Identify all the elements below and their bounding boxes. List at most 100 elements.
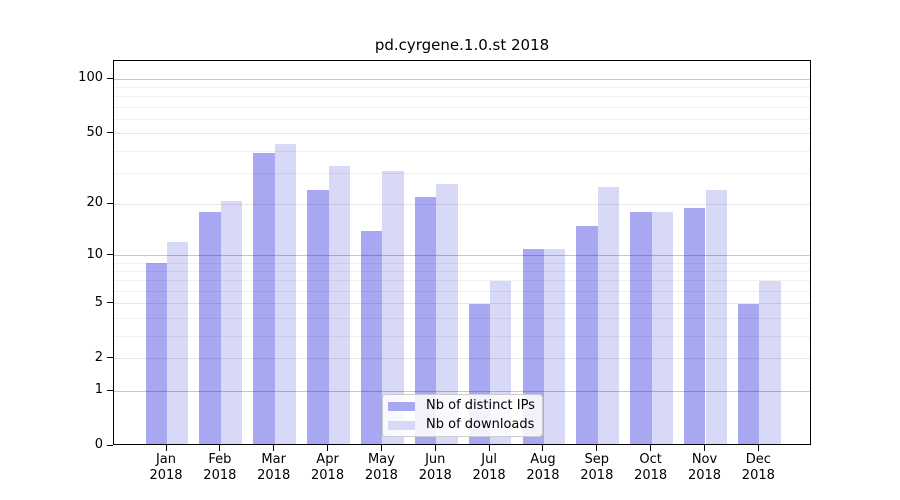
x-tick-label: Jun 2018 [404, 452, 466, 484]
bar-jun-ips [414, 197, 437, 444]
x-tick-label: Nov 2018 [674, 452, 736, 484]
gridline [114, 262, 810, 264]
x-tick-label: Feb 2018 [189, 452, 251, 484]
bar-jan-downloads [167, 242, 189, 444]
x-tick-label: Aug 2018 [512, 452, 574, 484]
x-tick-month: Jun [425, 452, 446, 467]
x-tick-year: 2018 [149, 468, 183, 483]
bar-mar-downloads [274, 143, 297, 444]
y-tick-mark [107, 132, 113, 134]
y-tick-label: 0 [94, 437, 103, 453]
x-tick-year: 2018 [364, 468, 398, 483]
bar-feb-ips [199, 212, 221, 444]
x-tick-mark [273, 445, 275, 451]
x-tick-mark [434, 445, 436, 451]
y-tick-label: 5 [94, 294, 103, 310]
y-tick-label: 20 [86, 195, 103, 211]
y-tick-label: 10 [86, 246, 103, 262]
chart-title: pd.cyrgene.1.0.st 2018 [374, 36, 550, 54]
bar-apr-downloads [328, 165, 350, 444]
x-tick-label: May 2018 [350, 452, 412, 484]
gridline [114, 150, 810, 152]
bar-nov-ips [684, 208, 706, 444]
x-tick-month: Jul [481, 452, 497, 467]
gridline [114, 203, 810, 205]
y-tick-mark [107, 444, 113, 446]
x-tick-mark [488, 445, 490, 451]
gridline [114, 291, 810, 293]
bar-may-downloads [382, 170, 404, 444]
bar-nov-downloads [705, 190, 727, 444]
bar-jun-downloads [436, 184, 458, 444]
x-tick-month: May [367, 452, 395, 467]
x-tick-mark [650, 445, 652, 451]
x-tick-label: Dec 2018 [727, 452, 789, 484]
x-tick-year: 2018 [418, 468, 452, 483]
x-tick-year: 2018 [311, 468, 345, 483]
bar-sep-ips [576, 225, 598, 444]
x-tick-mark [219, 445, 221, 451]
gridline [114, 390, 810, 392]
bar-oct-downloads [651, 212, 674, 444]
bar-aug-downloads [543, 248, 566, 444]
x-tick-month: Aug [530, 452, 556, 467]
legend-item-downloads: Nb of downloads [388, 417, 535, 434]
x-tick-label: Jul 2018 [458, 452, 520, 484]
x-tick-label: Mar 2018 [243, 452, 305, 484]
x-tick-year: 2018 [687, 468, 722, 483]
x-tick-month: Feb [208, 452, 232, 467]
x-tick-mark [596, 445, 598, 451]
x-tick-year: 2018 [741, 468, 775, 483]
x-tick-month: Dec [745, 452, 771, 467]
x-tick-month: Sep [584, 452, 610, 467]
x-tick-label: Sep 2018 [566, 452, 628, 484]
y-tick-label: 100 [78, 70, 103, 86]
gridline [114, 118, 810, 120]
gridline [114, 87, 810, 89]
gridline [114, 335, 810, 337]
y-tick-mark [107, 302, 113, 304]
y-tick-mark [107, 254, 113, 256]
x-tick-year: 2018 [472, 468, 506, 483]
x-tick-month: Mar [261, 452, 286, 467]
x-tick-month: Oct [639, 452, 662, 467]
x-tick-year: 2018 [257, 468, 291, 483]
bar-may-ips [361, 231, 383, 444]
gridline [114, 317, 810, 319]
legend-swatch-downloads [388, 420, 415, 430]
y-tick-mark [107, 202, 113, 204]
x-tick-mark [757, 445, 759, 451]
gridline [114, 133, 810, 135]
y-tick-mark [107, 389, 113, 391]
gridline [114, 78, 810, 80]
y-tick-label: 1 [94, 382, 103, 398]
legend-swatch-distinct-ips [388, 401, 415, 411]
legend-label-downloads: Nb of downloads [426, 417, 535, 432]
gridline [114, 96, 810, 98]
x-tick-month: Jan [155, 452, 177, 467]
x-tick-mark [327, 445, 329, 451]
x-tick-year: 2018 [580, 468, 614, 483]
y-tick-mark [107, 77, 113, 79]
bar-sep-downloads [597, 187, 620, 444]
y-tick-mark [107, 357, 113, 359]
legend-label-distinct-ips: Nb of distinct IPs [426, 398, 535, 413]
x-tick-year: 2018 [203, 468, 237, 483]
bar-jan-ips [145, 263, 167, 444]
bar-apr-ips [307, 190, 329, 444]
gridline [114, 303, 810, 305]
x-tick-month: Nov [691, 452, 718, 467]
bar-dec-ips [737, 303, 760, 444]
bar-feb-downloads [220, 200, 243, 444]
x-tick-year: 2018 [634, 468, 668, 483]
x-tick-year: 2018 [526, 468, 560, 483]
gridline [114, 358, 810, 360]
legend: Nb of distinct IPs Nb of downloads [382, 394, 543, 437]
gridline [114, 106, 810, 108]
gridline [114, 172, 810, 174]
plot-area: Nb of distinct IPs Nb of downloads [113, 60, 811, 445]
bar-mar-ips [253, 153, 275, 444]
x-tick-mark [165, 445, 167, 451]
x-tick-mark [542, 445, 544, 451]
